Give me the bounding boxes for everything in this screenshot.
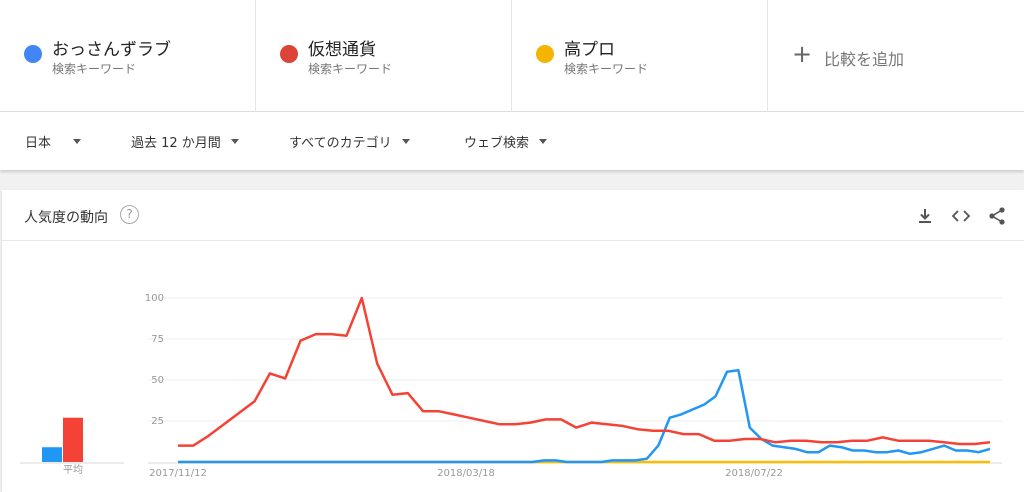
search-terms-bar: おっさんずラブ 検索キーワード 仮想通貨 検索キーワード 高プロ 検索キーワード…: [0, 0, 1024, 112]
term-subtitle: 検索キーワード: [308, 62, 393, 76]
x-tick-label: 2018/03/18: [437, 468, 495, 479]
period-label: 過去 12 か月間: [131, 136, 221, 151]
add-compare-button[interactable]: + 比較を追加: [768, 0, 1024, 112]
search-term-2[interactable]: 仮想通貨 検索キーワード: [256, 0, 512, 112]
x-tick-label: 2018/07/22: [725, 468, 783, 479]
x-tick-label: 2017/11/12: [149, 468, 207, 479]
series-line: [178, 368, 991, 464]
period-dropdown[interactable]: 過去 12 か月間: [131, 132, 239, 151]
card-title: 人気度の動向: [24, 210, 108, 226]
filter-bar: 日本 過去 12 か月間 すべてのカテゴリ ウェブ検索: [0, 112, 1024, 170]
embed-icon[interactable]: [950, 205, 972, 227]
term-color-dot: [280, 45, 298, 63]
y-tick-label: 50: [151, 375, 164, 386]
add-compare-label: 比較を追加: [824, 50, 905, 69]
y-tick-label: 75: [151, 334, 164, 345]
region-label: 日本: [25, 136, 52, 151]
help-icon[interactable]: ?: [120, 205, 139, 224]
trend-chart: 25 50 75 100 2017/11/12 2018/03/18 2018/07/22…: [20, 293, 1002, 479]
card-header: 人気度の動向 ?: [2, 190, 1024, 241]
term-color-dot: [24, 45, 42, 63]
search-type-label: ウェブ検索: [464, 136, 530, 151]
interest-over-time-card: 人気度の動向 ? 25 50 75 100 2017/11/12 2018/03/18 2: [2, 190, 1024, 492]
average-bar: [42, 447, 62, 462]
series-line: [178, 296, 991, 447]
download-icon[interactable]: [914, 205, 936, 227]
average-label: 平均: [63, 464, 83, 476]
average-bars: 平均: [42, 417, 83, 476]
y-tick-label: 100: [145, 293, 164, 304]
region-dropdown[interactable]: 日本: [25, 132, 82, 151]
y-tick-label: 25: [151, 416, 164, 427]
average-bar: [63, 417, 83, 462]
term-subtitle: 検索キーワード: [52, 62, 137, 76]
search-term-1[interactable]: おっさんずラブ 検索キーワード: [0, 0, 256, 112]
chevron-down-icon: [539, 139, 548, 144]
chevron-down-icon: [73, 139, 82, 144]
search-term-3[interactable]: 高プロ 検索キーワード: [512, 0, 768, 112]
chart-y-ticks: 25 50 75 100: [145, 293, 164, 427]
share-icon[interactable]: [986, 205, 1008, 227]
plus-icon: +: [792, 40, 813, 68]
category-dropdown[interactable]: すべてのカテゴリ: [289, 132, 410, 151]
term-color-dot: [536, 45, 554, 63]
category-label: すべてのカテゴリ: [289, 136, 392, 151]
term-title: 高プロ: [564, 40, 615, 60]
term-title: おっさんずラブ: [52, 40, 171, 60]
chart-gridlines: [20, 297, 1002, 464]
search-type-dropdown[interactable]: ウェブ検索: [464, 132, 548, 151]
chart-x-ticks: 2017/11/12 2018/03/18 2018/07/22: [149, 468, 783, 479]
term-subtitle: 検索キーワード: [564, 62, 649, 76]
chevron-down-icon: [230, 139, 239, 144]
chart-lines: [178, 296, 991, 464]
chevron-down-icon: [401, 139, 410, 144]
term-title: 仮想通貨: [308, 40, 376, 60]
